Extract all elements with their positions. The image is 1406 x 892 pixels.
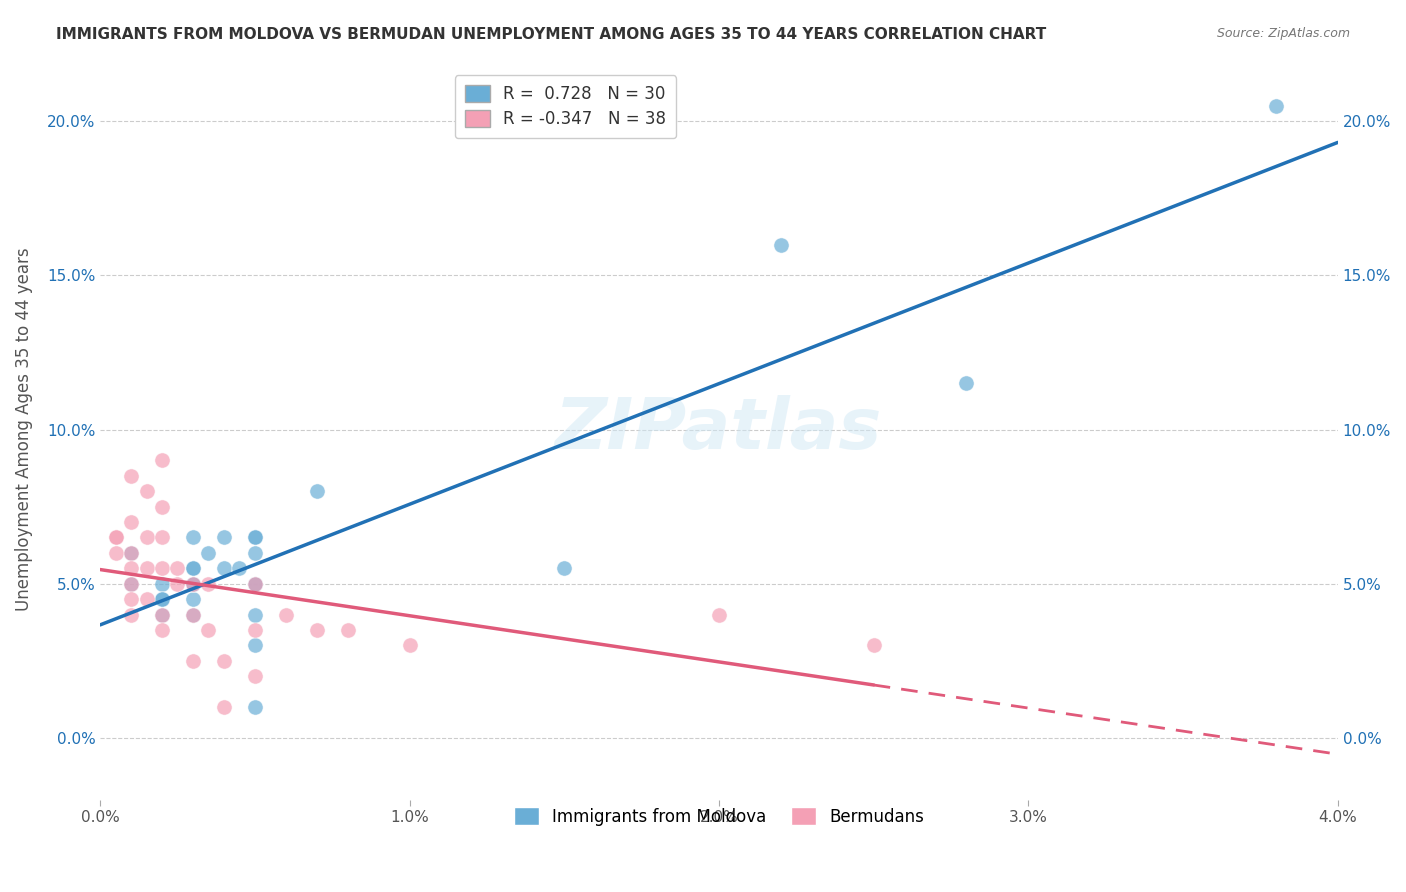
Point	[135, 592, 157, 607]
Point	[243, 700, 266, 714]
Point	[181, 561, 204, 575]
Point	[955, 376, 977, 391]
Point	[243, 576, 266, 591]
Point	[150, 607, 173, 622]
Point	[197, 576, 219, 591]
Point	[120, 576, 142, 591]
Point	[243, 669, 266, 683]
Point	[120, 546, 142, 560]
Point	[104, 531, 127, 545]
Point	[181, 654, 204, 668]
Point	[120, 468, 142, 483]
Point	[150, 531, 173, 545]
Point	[120, 546, 142, 560]
Legend: Immigrants from Moldova, Bermudans: Immigrants from Moldova, Bermudans	[503, 797, 935, 836]
Point	[212, 561, 235, 575]
Y-axis label: Unemployment Among Ages 35 to 44 years: Unemployment Among Ages 35 to 44 years	[15, 248, 32, 611]
Point	[135, 531, 157, 545]
Point	[274, 607, 297, 622]
Point	[150, 607, 173, 622]
Point	[104, 546, 127, 560]
Text: IMMIGRANTS FROM MOLDOVA VS BERMUDAN UNEMPLOYMENT AMONG AGES 35 TO 44 YEARS CORRE: IMMIGRANTS FROM MOLDOVA VS BERMUDAN UNEM…	[56, 27, 1046, 42]
Text: Source: ZipAtlas.com: Source: ZipAtlas.com	[1216, 27, 1350, 40]
Point	[150, 561, 173, 575]
Point	[212, 654, 235, 668]
Point	[243, 531, 266, 545]
Point	[707, 607, 730, 622]
Point	[862, 639, 884, 653]
Text: ZIPatlas: ZIPatlas	[555, 395, 883, 464]
Point	[197, 546, 219, 560]
Point	[243, 576, 266, 591]
Point	[305, 623, 328, 637]
Point	[1264, 99, 1286, 113]
Point	[150, 576, 173, 591]
Point	[150, 592, 173, 607]
Point	[243, 531, 266, 545]
Point	[243, 576, 266, 591]
Point	[398, 639, 420, 653]
Point	[212, 700, 235, 714]
Point	[181, 576, 204, 591]
Point	[228, 561, 250, 575]
Point	[181, 576, 204, 591]
Point	[120, 561, 142, 575]
Point	[166, 576, 188, 591]
Point	[553, 561, 575, 575]
Point	[243, 546, 266, 560]
Point	[181, 576, 204, 591]
Point	[197, 623, 219, 637]
Point	[181, 531, 204, 545]
Point	[120, 576, 142, 591]
Point	[135, 561, 157, 575]
Point	[150, 453, 173, 467]
Point	[181, 607, 204, 622]
Point	[150, 592, 173, 607]
Point	[150, 500, 173, 514]
Point	[120, 607, 142, 622]
Point	[305, 484, 328, 499]
Point	[120, 592, 142, 607]
Point	[135, 484, 157, 499]
Point	[120, 515, 142, 529]
Point	[243, 607, 266, 622]
Point	[181, 607, 204, 622]
Point	[181, 592, 204, 607]
Point	[104, 531, 127, 545]
Point	[150, 623, 173, 637]
Point	[243, 639, 266, 653]
Point	[212, 531, 235, 545]
Point	[336, 623, 359, 637]
Point	[166, 561, 188, 575]
Point	[243, 623, 266, 637]
Point	[181, 561, 204, 575]
Point	[769, 237, 792, 252]
